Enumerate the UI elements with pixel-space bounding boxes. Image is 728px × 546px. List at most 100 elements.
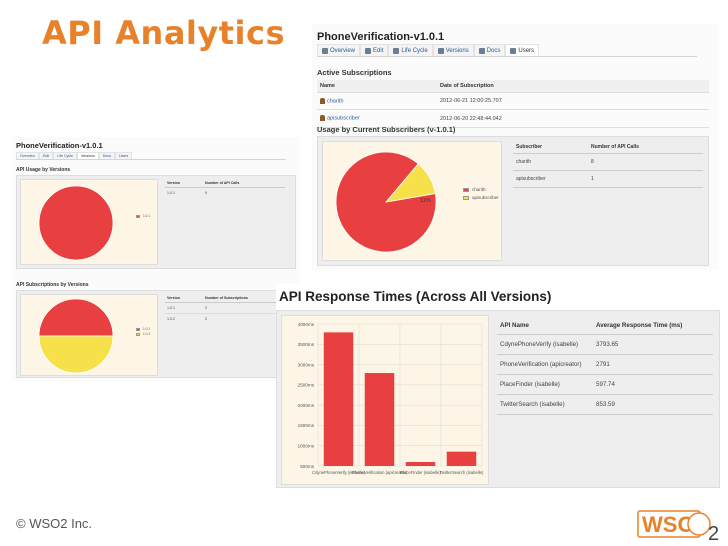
tab-edit[interactable]: Edit xyxy=(38,152,54,159)
column-header: Number of API Calls xyxy=(588,141,703,154)
api-call-count: 1 xyxy=(588,170,703,188)
pie-slice-1-0-1 xyxy=(38,185,114,261)
tab-docs[interactable]: Docs xyxy=(473,44,506,56)
subscriber-name[interactable]: apisubscriber xyxy=(327,115,360,122)
usage-pie-chart: 11% xyxy=(335,151,437,253)
version-subscriptions-table: Version Number of Subscriptions 1.0.1 2 … xyxy=(165,294,285,324)
docs-icon xyxy=(478,47,485,54)
avg-response-time: 3793.65 xyxy=(593,334,713,355)
version-number: 1.0.1 xyxy=(167,191,175,195)
subscription-count: 2 xyxy=(205,317,207,321)
active-subscriptions-heading: Active Subscriptions xyxy=(317,68,392,77)
wso2-logo: WSO 2 xyxy=(637,510,719,543)
legend-swatch xyxy=(136,214,140,218)
api-tabs: Overview Edit Life Cycle Versions Docs U… xyxy=(317,44,697,57)
pie-slices xyxy=(335,151,437,253)
subscriptions-by-versions-panel: 1.0.1 1.0.2 Version Number of Subscripti… xyxy=(16,290,296,378)
tab-versions[interactable]: Versions xyxy=(76,152,99,159)
y-tick-label: 2500ms xyxy=(298,383,315,388)
tab-versions[interactable]: Versions xyxy=(432,44,474,56)
bar-2 xyxy=(364,373,395,466)
tab-overview[interactable]: Overview xyxy=(317,44,361,56)
subscriptions-by-versions-heading: API Subscriptions by Versions xyxy=(16,282,89,288)
column-header: API Name xyxy=(497,317,593,335)
table-row: 1.0.1 9 xyxy=(165,188,285,199)
version-number: 1.0.1 xyxy=(165,302,203,314)
api-name: CdynePhoneVerify (isabelle) xyxy=(497,334,593,355)
tab-users[interactable]: Users xyxy=(114,152,133,159)
response-chart-box: 500ms 1000ms 1500ms 2000ms 2500ms 3000ms 3500m… xyxy=(281,315,489,485)
svg-text:WSO: WSO xyxy=(642,512,695,537)
version-subscriptions-pie-chart xyxy=(38,298,114,374)
lifecycle-icon xyxy=(393,47,400,54)
x-tick-label: TwitterSearch (isabelle) xyxy=(440,470,484,475)
x-tick-label: PlaceFinder (isabelle) xyxy=(400,470,441,475)
pie-slice-1-0-2 xyxy=(38,335,114,374)
column-header: Number of API Calls xyxy=(203,179,285,188)
table-row: apisubscriber 2012-06-20 22:48:44.042 xyxy=(317,109,709,128)
api-title: PhoneVerification-v1.0.1 xyxy=(16,141,103,150)
legend-swatch xyxy=(136,327,140,331)
pie-slice-1-0-1 xyxy=(38,298,114,337)
x-tick-label: CdynePhoneVerify (isabelle) xyxy=(312,470,365,475)
usage-panel: 11% charith apisubscriber Subscriber Num… xyxy=(317,136,709,266)
subscriptions-pie-box: 1.0.1 1.0.2 xyxy=(20,294,158,376)
response-times-heading: API Response Times (Across All Versions) xyxy=(279,289,552,304)
column-header: Number of Subscriptions xyxy=(203,294,285,303)
column-header: Average Response Time (ms) xyxy=(593,317,713,335)
api-name: PlaceFinder (isabelle) xyxy=(497,374,593,395)
users-tab-screenshot: PhoneVerification-v1.0.1 Overview Edit L… xyxy=(312,24,718,270)
svg-text:2: 2 xyxy=(708,523,719,543)
subscriptions-table: Name Date of Subscription charith 2012-0… xyxy=(317,80,709,128)
x-tick-label: PhoneVerification (apicreator) xyxy=(352,470,408,475)
column-header: Date of Subscription xyxy=(437,80,709,93)
column-header: Name xyxy=(317,80,437,93)
bar-1 xyxy=(323,332,354,466)
tab-edit[interactable]: Edit xyxy=(360,44,389,56)
y-tick-label: 3500ms xyxy=(298,342,315,347)
api-title: PhoneVerification-v1.0.1 xyxy=(317,31,445,43)
tab-overview[interactable]: Overview xyxy=(16,152,39,159)
pie-slice-label: 11% xyxy=(420,198,431,204)
subscriber-calls-table: Subscriber Number of API Calls charith 8… xyxy=(513,141,703,188)
tab-life-cycle[interactable]: Life Cycle xyxy=(388,44,433,56)
api-name: TwitterSearch (isabelle) xyxy=(497,394,593,415)
usage-pie-box: 1.0.1 xyxy=(20,179,158,265)
response-times-panel: 500ms 1000ms 1500ms 2000ms 2500ms 3000ms 3500m… xyxy=(276,310,720,488)
versions-tab-screenshot: PhoneVerification-v1.0.1 Overview Edit L… xyxy=(12,137,300,381)
table-row: TwitterSearch (isabelle) 853.59 xyxy=(497,394,713,415)
legend-swatch xyxy=(463,187,469,192)
table-row: 1.0.1 2 xyxy=(165,302,285,314)
overview-icon xyxy=(322,47,328,54)
table-row: charith 2012-06-21 12:00:25.707 xyxy=(317,92,709,111)
subscriber-name: charith xyxy=(513,153,588,171)
table-row: PhoneVerification (apicreator) 2791 xyxy=(497,354,713,375)
avg-response-time: 2791 xyxy=(593,354,713,375)
legend-item: 1.0.1 xyxy=(136,214,150,218)
api-name: PhoneVerification (apicreator) xyxy=(497,354,593,375)
response-times-screenshot: API Response Times (Across All Versions)… xyxy=(276,284,722,490)
column-header: Subscriber xyxy=(513,141,588,154)
version-usage-pie-chart xyxy=(38,185,114,261)
y-tick-label: 500ms xyxy=(300,464,314,469)
usage-by-versions-panel: 1.0.1 Version Number of API Calls 1.0.1 … xyxy=(16,175,296,269)
subscriber-name[interactable]: charith xyxy=(327,98,344,105)
subscription-date: 2012-06-21 12:00:25.707 xyxy=(437,92,709,111)
y-tick-label: 2000ms xyxy=(298,403,315,408)
column-header: Version xyxy=(165,294,203,303)
tab-life-cycle[interactable]: Life Cycle xyxy=(53,152,77,159)
usage-legend: charith apisubscriber xyxy=(463,187,499,200)
table-row: PlaceFinder (isabelle) 597.74 xyxy=(497,374,713,395)
api-call-count: 9 xyxy=(205,191,207,195)
table-row: apisubscriber 1 xyxy=(513,170,703,188)
legend-swatch xyxy=(136,332,140,336)
pie-slices xyxy=(38,185,114,261)
pie-slices xyxy=(38,298,114,374)
tab-users[interactable]: Users xyxy=(505,44,540,56)
legend-item: charith xyxy=(463,187,499,192)
version-calls-table: Version Number of API Calls 1.0.1 9 xyxy=(165,179,285,198)
api-call-count: 8 xyxy=(588,153,703,171)
tab-docs[interactable]: Docs xyxy=(98,152,115,159)
table-row: charith 8 xyxy=(513,153,703,171)
column-header: Version xyxy=(165,179,203,188)
